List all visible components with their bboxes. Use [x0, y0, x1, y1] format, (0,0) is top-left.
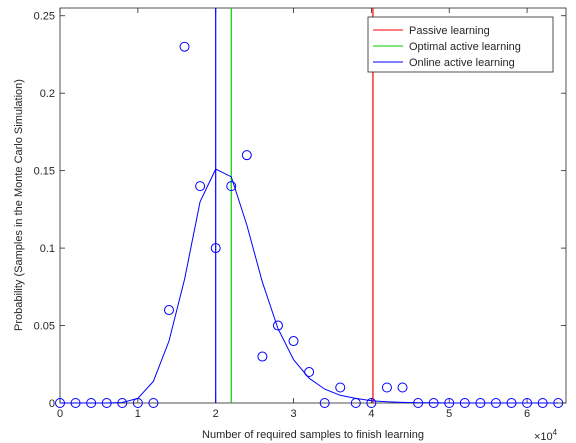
- sample-point: [522, 398, 533, 408]
- sample-point: [163, 305, 174, 316]
- sample-point: [195, 181, 206, 192]
- sample-point: [179, 41, 190, 52]
- sample-point: [241, 150, 252, 161]
- x-tick-label: 2: [213, 408, 219, 420]
- sample-point: [397, 382, 408, 393]
- y-tick-label: 0.15: [34, 166, 55, 178]
- y-tick-label: 0.2: [40, 88, 55, 100]
- sample-point: [257, 351, 268, 362]
- legend: Passive learning Optimal active learning…: [367, 16, 554, 73]
- fit-curve: [60, 168, 559, 404]
- legend-label-passive: Passive learning: [409, 25, 490, 37]
- sample-point: [428, 398, 439, 408]
- sample-point: [132, 398, 143, 408]
- sample-point: [381, 382, 392, 393]
- sample-point: [55, 398, 65, 408]
- axis-ticks: 0 1 2 3 4 5 6 0 0.05 0.1 0.15 0.2 0.25: [34, 8, 566, 420]
- y-axis-label: Probability (Samples in the Monte Carlo …: [13, 79, 25, 331]
- sample-point: [413, 398, 424, 408]
- sample-point: [350, 398, 361, 408]
- sample-point: [553, 398, 564, 408]
- sample-point: [117, 398, 128, 408]
- x-axis-label: Number of required samples to finish lea…: [202, 429, 424, 441]
- y-tick-label: 0.25: [34, 11, 55, 23]
- sample-point: [70, 398, 81, 408]
- sample-point: [86, 398, 97, 408]
- sample-point: [319, 398, 330, 408]
- y-tick-label: 0.05: [34, 321, 55, 333]
- sample-point: [459, 398, 470, 408]
- sample-point: [366, 398, 377, 408]
- y-tick-label: 0.1: [40, 243, 55, 255]
- sample-point: [335, 382, 346, 393]
- sample-point: [272, 320, 283, 331]
- x-tick-label: 4: [368, 408, 374, 420]
- x-tick-label: 0: [57, 408, 63, 420]
- sample-point: [304, 367, 315, 378]
- x-tick-label: 5: [446, 408, 452, 420]
- x-tick-label: 6: [524, 408, 530, 420]
- x-tick-label: 3: [290, 408, 296, 420]
- sample-point: [288, 336, 299, 347]
- sample-point: [148, 398, 159, 408]
- sample-point: [506, 398, 517, 408]
- x-tick-label: 1: [135, 408, 141, 420]
- sample-point: [101, 398, 112, 408]
- sample-point: [475, 398, 486, 408]
- sample-markers: [55, 41, 564, 408]
- vertical-lines: [215, 8, 374, 403]
- plot-area: [59, 7, 567, 404]
- x-exponent-label: ×104: [534, 428, 558, 443]
- legend-label-optimal: Optimal active learning: [409, 41, 521, 53]
- sample-point: [490, 398, 501, 408]
- sample-point: [210, 243, 221, 254]
- sample-point: [444, 398, 455, 408]
- sample-point: [537, 398, 548, 408]
- sample-point: [226, 181, 237, 192]
- legend-box: [367, 16, 554, 73]
- legend-label-online: Online active learning: [409, 57, 515, 69]
- y-tick-label: 0: [49, 398, 55, 410]
